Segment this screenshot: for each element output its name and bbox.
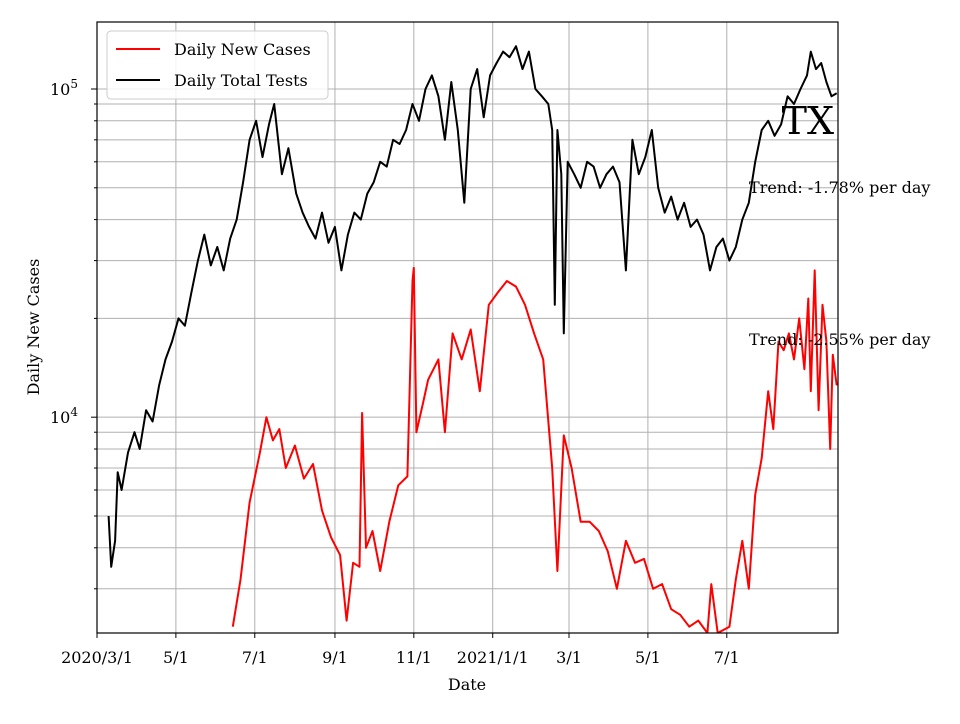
y-tick-label: 105 bbox=[50, 77, 78, 99]
series-line-daily-total-tests bbox=[107, 45, 838, 568]
legend-box bbox=[106, 30, 329, 100]
series-group bbox=[107, 45, 838, 633]
y-tick-exponent: 4 bbox=[70, 405, 78, 419]
x-tick-label: 5/1 bbox=[163, 648, 189, 667]
legend-label-cases: Daily New Cases bbox=[174, 40, 311, 59]
plot-label-text: TX bbox=[782, 99, 834, 143]
y-tick-mantissa: 10 bbox=[50, 408, 70, 427]
x-tick-label: 2021/1/1 bbox=[457, 648, 529, 667]
x-tick-label: 2020/3/1 bbox=[61, 648, 133, 667]
plot-frame bbox=[96, 21, 839, 634]
legend-label-tests: Daily Total Tests bbox=[174, 71, 308, 90]
x-tick-label: 5/1 bbox=[635, 648, 661, 667]
y-tick-exponent: 5 bbox=[70, 77, 78, 91]
x-tick-label: 7/1 bbox=[242, 648, 268, 667]
y-tick-mantissa: 10 bbox=[50, 80, 70, 99]
x-tick-label: 9/1 bbox=[322, 648, 348, 667]
x-axis: 2020/3/1 5/1 7/1 9/1 11/1 2021/1/1 3/1 5/1 7/1 bbox=[61, 633, 740, 667]
x-tick-label: 7/1 bbox=[714, 648, 740, 667]
trend-annotation-cases: Trend: -2.55% per day bbox=[749, 330, 930, 349]
x-tick-label: 3/1 bbox=[556, 648, 582, 667]
y-tick-label: 104 bbox=[50, 405, 78, 427]
legend: Daily New Cases Daily Total Tests bbox=[106, 30, 329, 100]
trend-annotation-tests: Trend: -1.78% per day bbox=[749, 178, 930, 197]
x-tick-label: 11/1 bbox=[396, 648, 432, 667]
series-line-daily-new-cases bbox=[231, 266, 838, 633]
x-axis-label: Date bbox=[448, 675, 486, 694]
y-axis-label: Daily New Cases bbox=[24, 259, 43, 396]
